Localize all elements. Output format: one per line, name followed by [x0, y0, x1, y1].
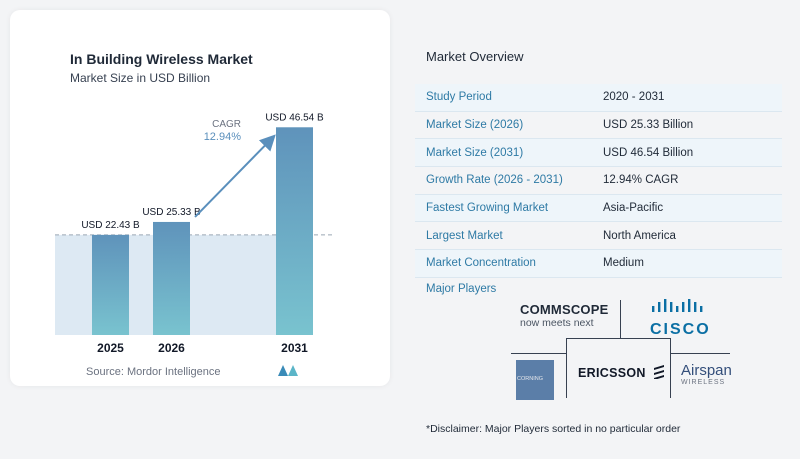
category-label: 2026	[158, 341, 185, 355]
overview-label: Market Size (2031)	[426, 146, 524, 159]
bar-2025	[92, 234, 129, 335]
commscope-logo: COMMSCOPE now meets next	[520, 302, 608, 329]
corning-logo: CORNING	[516, 360, 554, 400]
airspan-tagline: WIRELESS	[681, 379, 726, 386]
logo-divider	[566, 338, 567, 398]
overview-row-study-period: Study Period 2020 - 2031	[415, 84, 782, 112]
overview-value: Asia-Pacific	[603, 202, 664, 215]
cisco-name: CISCO	[650, 321, 711, 338]
logo-divider	[620, 300, 621, 338]
logo-divider	[566, 338, 670, 339]
bar-chart: USD 22.43 B 2025 USD 25.33 B 2026 USD 46.54 …	[55, 112, 335, 355]
category-label: 2025	[97, 341, 124, 355]
mordor-logo-icon	[278, 365, 298, 376]
cisco-logo: CISCO	[650, 298, 711, 339]
overview-row-fastest-growing: Fastest Growing Market Asia-Pacific	[415, 194, 782, 223]
overview-row-size-2026: Market Size (2026) USD 25.33 Billion	[415, 112, 782, 140]
ericsson-mark-icon	[654, 365, 665, 380]
overview-label: Largest Market	[426, 229, 503, 242]
ericsson-logo: ERICSSON	[578, 365, 665, 380]
corning-name: CORNING	[517, 376, 543, 382]
logo-divider	[670, 338, 671, 398]
overview-title: Market Overview	[426, 49, 524, 64]
chart-subtitle: Market Size in USD Billion	[70, 71, 211, 85]
overview-label: Market Concentration	[426, 257, 536, 270]
cisco-bars-icon	[652, 299, 703, 312]
overview-value: 12.94% CAGR	[603, 174, 679, 187]
airspan-logo: Airspan WIRELESS	[681, 362, 732, 386]
major-players-title: Major Players	[426, 283, 497, 295]
overview-row-concentration: Market Concentration Medium	[415, 250, 782, 278]
bar-value-label: USD 25.33 B	[142, 207, 201, 218]
overview-row-size-2031: Market Size (2031) USD 46.54 Billion	[415, 139, 782, 168]
overview-label: Fastest Growing Market	[426, 202, 549, 215]
bar-value-label: USD 22.43 B	[81, 220, 140, 231]
overview-value: Medium	[603, 257, 644, 270]
source-note: Source: Mordor Intelligence	[86, 366, 221, 378]
airspan-name: Airspan	[681, 362, 732, 379]
overview-value: North America	[603, 229, 676, 242]
cagr-value: 12.94%	[204, 131, 242, 143]
cagr-label: CAGR	[212, 119, 241, 130]
bar-value-label: USD 46.54 B	[265, 112, 324, 123]
overview-row-growth-rate: Growth Rate (2026 - 2031) 12.94% CAGR	[415, 167, 782, 195]
logo-divider	[670, 353, 730, 354]
overview-value: 2020 - 2031	[603, 91, 665, 104]
bar-2031	[276, 127, 313, 335]
overview-value: USD 25.33 Billion	[603, 119, 694, 132]
ericsson-name: ERICSSON	[578, 366, 646, 380]
category-label: 2031	[281, 341, 308, 355]
overview-row-largest-market: Largest Market North America	[415, 222, 782, 251]
overview-table: Study Period 2020 - 2031 Market Size (20…	[415, 84, 782, 278]
chart-title: In Building Wireless Market	[70, 51, 253, 67]
commscope-name: COMMSCOPE	[520, 302, 609, 317]
bar-2026	[153, 221, 190, 335]
commscope-tagline: now meets next	[520, 317, 594, 329]
overview-label: Study Period	[426, 91, 492, 104]
logo-divider	[511, 353, 566, 354]
overview-label: Growth Rate (2026 - 2031)	[426, 174, 563, 187]
cagr-arrow	[194, 134, 276, 218]
overview-label: Market Size (2026)	[426, 119, 524, 132]
overview-value: USD 46.54 Billion	[603, 146, 694, 159]
disclaimer-note: *Disclaimer: Major Players sorted in no …	[426, 423, 681, 435]
